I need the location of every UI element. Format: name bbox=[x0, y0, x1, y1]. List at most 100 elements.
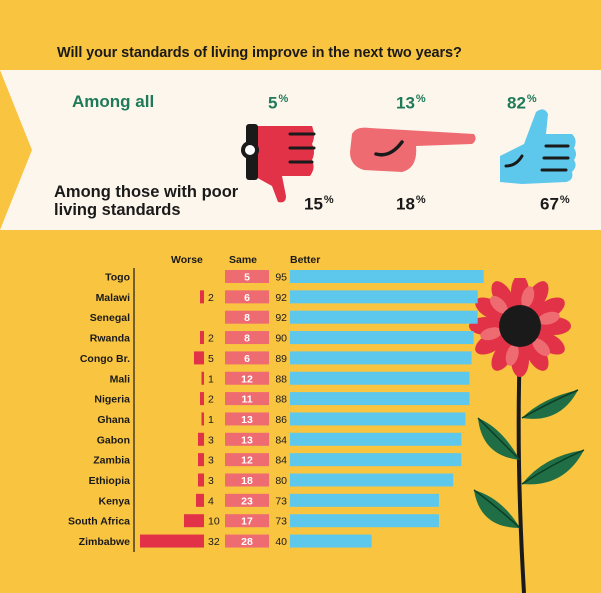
better-value-label: 84 bbox=[275, 455, 287, 467]
among-poor-label: Among those with poor living standards bbox=[54, 183, 239, 219]
better-value-label: 80 bbox=[275, 475, 287, 487]
worse-bar bbox=[194, 351, 204, 365]
same-value-label: 12 bbox=[241, 373, 253, 385]
worse-value-label: 10 bbox=[208, 516, 220, 528]
better-value-label: 88 bbox=[275, 373, 287, 385]
worse-bar bbox=[200, 392, 204, 406]
worse-bar bbox=[198, 453, 204, 467]
better-value-label: 95 bbox=[275, 272, 287, 284]
same-value-label: 18 bbox=[241, 475, 253, 487]
same-poor-percent: 18% bbox=[396, 194, 426, 214]
same-value-label: 11 bbox=[241, 394, 252, 406]
same-bar bbox=[225, 473, 269, 487]
same-all-percent: 13% bbox=[396, 93, 426, 113]
same-bar bbox=[225, 270, 269, 283]
category-label: Zambia bbox=[93, 455, 130, 467]
worse-value-label: 1 bbox=[208, 373, 214, 385]
category-label: Nigeria bbox=[94, 394, 130, 406]
category-label: Malawi bbox=[96, 292, 131, 304]
worse-bar bbox=[198, 473, 204, 487]
worse-value-label: 1 bbox=[208, 414, 214, 426]
same-bar bbox=[225, 371, 269, 385]
better-value-label: 86 bbox=[275, 414, 287, 426]
better-bar bbox=[290, 412, 466, 426]
better-value-label: 89 bbox=[275, 353, 287, 365]
question-title: Will your standards of living improve in… bbox=[57, 45, 462, 61]
better-bar bbox=[290, 351, 472, 365]
worse-bar bbox=[196, 493, 204, 507]
same-value-label: 13 bbox=[241, 434, 253, 446]
thumbs-up-icon bbox=[500, 109, 576, 184]
same-bar bbox=[225, 331, 269, 345]
better-bar bbox=[290, 310, 478, 324]
better-value-label: 40 bbox=[275, 536, 287, 548]
pointing-hand-icon bbox=[350, 127, 476, 172]
column-header-better: Better bbox=[290, 254, 321, 266]
worse-value-label: 5 bbox=[208, 353, 214, 365]
better-bar bbox=[290, 290, 478, 304]
column-header-same: Same bbox=[229, 254, 258, 266]
category-label: Togo bbox=[105, 272, 130, 284]
same-value-label: 6 bbox=[244, 353, 250, 365]
better-bar bbox=[290, 331, 474, 345]
better-value-label: 73 bbox=[275, 495, 287, 507]
better-bar bbox=[290, 514, 439, 528]
same-bar bbox=[225, 493, 269, 507]
better-bar bbox=[290, 371, 470, 385]
category-label: Rwanda bbox=[90, 333, 130, 345]
worse-bar bbox=[200, 331, 204, 345]
better-value-label: 73 bbox=[275, 516, 287, 528]
same-value-label: 28 bbox=[241, 536, 253, 548]
same-value-label: 23 bbox=[241, 495, 253, 507]
worse-bar bbox=[200, 290, 204, 304]
worse-bar bbox=[140, 534, 204, 548]
same-bar bbox=[225, 412, 269, 426]
same-bar bbox=[225, 290, 269, 304]
worse-value-label: 2 bbox=[208, 292, 214, 304]
worse-value-label: 2 bbox=[208, 394, 214, 406]
same-value-label: 6 bbox=[244, 292, 250, 304]
worse-value-label: 3 bbox=[208, 434, 214, 446]
better-bar bbox=[290, 534, 372, 548]
better-bar bbox=[290, 453, 462, 467]
category-label: Mali bbox=[110, 373, 131, 385]
same-value-label: 8 bbox=[244, 312, 250, 324]
same-bar bbox=[225, 514, 269, 528]
same-value-label: 12 bbox=[241, 455, 253, 467]
among-all-label: Among all bbox=[72, 92, 155, 111]
category-label: Congo Br. bbox=[80, 353, 130, 365]
worse-bar bbox=[201, 371, 204, 385]
better-value-label: 84 bbox=[275, 434, 287, 446]
same-bar bbox=[225, 432, 269, 446]
category-label: Zimbabwe bbox=[79, 536, 131, 548]
same-value-label: 8 bbox=[244, 333, 250, 345]
better-bar bbox=[290, 270, 484, 283]
worse-all-percent: 5% bbox=[268, 93, 289, 113]
worse-value-label: 32 bbox=[208, 536, 220, 548]
thumbs-down-icon bbox=[241, 124, 316, 203]
better-value-label: 92 bbox=[275, 312, 287, 324]
category-label: Kenya bbox=[98, 495, 130, 507]
better-value-label: 90 bbox=[275, 333, 287, 345]
same-bar bbox=[225, 534, 269, 548]
category-label: Ghana bbox=[97, 414, 130, 426]
worse-value-label: 4 bbox=[208, 495, 214, 507]
better-value-label: 88 bbox=[275, 394, 287, 406]
worse-bar bbox=[201, 412, 204, 426]
worse-bar bbox=[198, 432, 204, 446]
worse-value-label: 3 bbox=[208, 455, 214, 467]
same-bar bbox=[225, 351, 269, 365]
category-label: Ethiopia bbox=[89, 475, 131, 487]
better-value-label: 92 bbox=[275, 292, 287, 304]
same-bar bbox=[225, 310, 269, 324]
worse-value-label: 2 bbox=[208, 333, 214, 345]
better-bar bbox=[290, 392, 470, 406]
better-bar bbox=[290, 432, 462, 446]
same-value-label: 13 bbox=[241, 414, 253, 426]
same-bar bbox=[225, 453, 269, 467]
worse-poor-percent: 15% bbox=[304, 194, 334, 214]
category-label: Gabon bbox=[97, 434, 130, 446]
column-header-worse: Worse bbox=[171, 254, 203, 266]
